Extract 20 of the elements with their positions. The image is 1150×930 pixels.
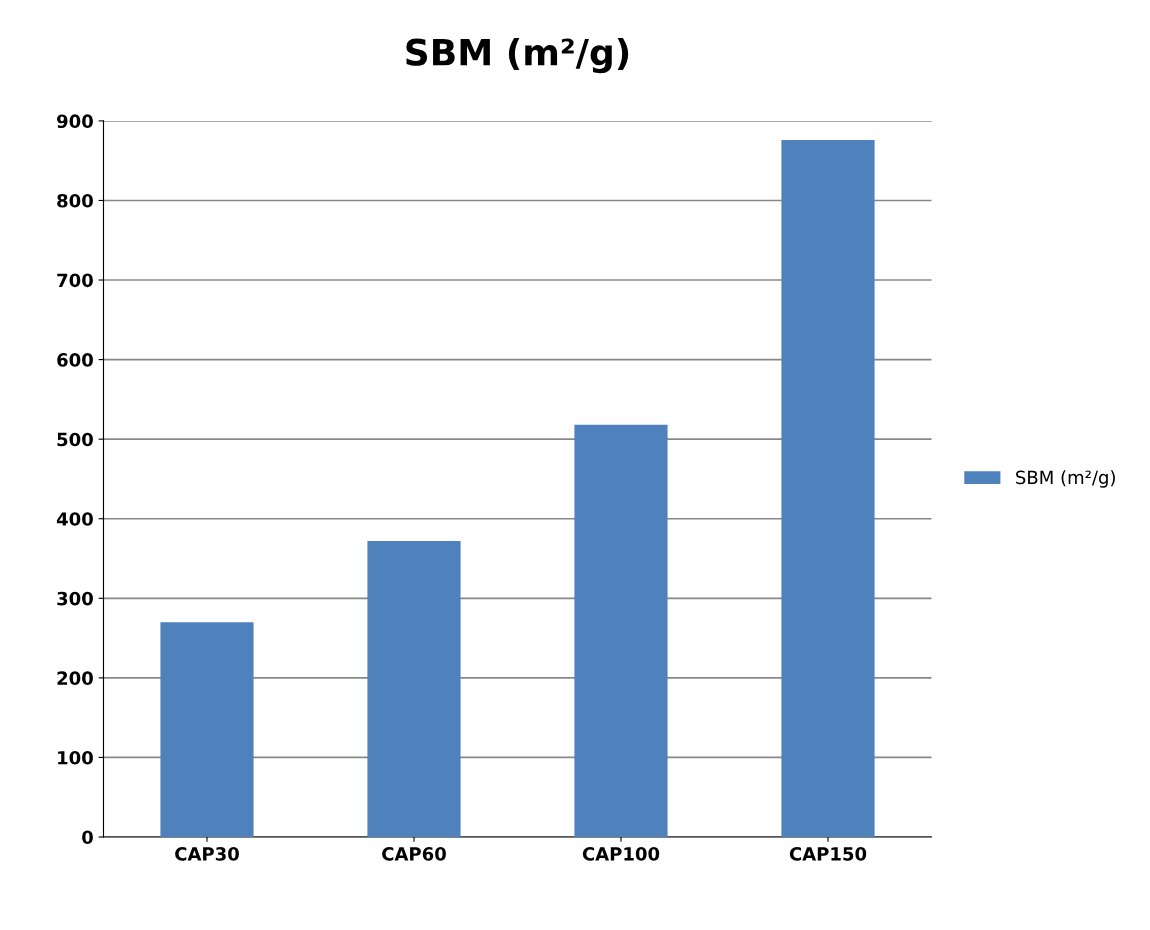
y-tick-label: 800 — [57, 193, 93, 208]
y-tick-label: 100 — [58, 750, 93, 765]
y-tick-label: 200 — [57, 671, 93, 685]
x-tick-label: CAP30 — [175, 847, 239, 861]
bar — [781, 140, 875, 837]
x-tick-label: CAP60 — [382, 847, 446, 861]
bar — [367, 541, 461, 837]
x-tick-label: CAP100 — [582, 847, 660, 861]
chart-title: SBM (m²/g) — [406, 37, 629, 74]
y-tick-label: 600 — [57, 353, 93, 367]
bar — [160, 622, 254, 837]
y-tick-label: 900 — [57, 114, 93, 129]
y-tick-label: 300 — [57, 591, 93, 606]
legend-label: SBM (m²/g) — [1016, 470, 1115, 488]
y-tick-label: 0 — [82, 830, 93, 845]
y-tick-label: 400 — [56, 512, 93, 526]
x-tick-label: CAP150 — [789, 847, 867, 861]
bar — [574, 424, 668, 837]
y-tick-label: 500 — [57, 432, 93, 447]
y-tick-label: 700 — [57, 273, 93, 288]
